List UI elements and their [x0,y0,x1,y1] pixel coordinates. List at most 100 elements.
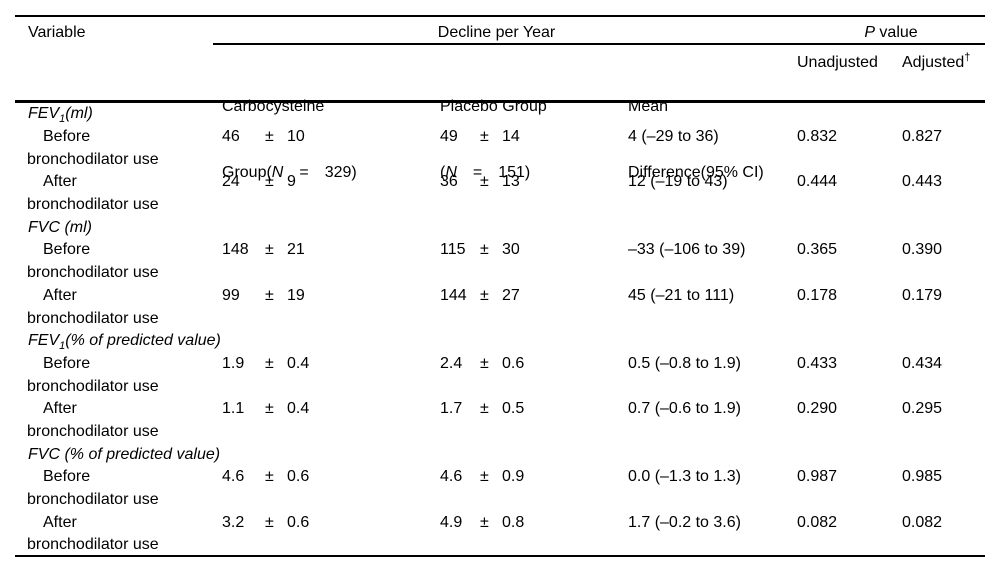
column-header-placebo-group: Placebo Group (N = 151) [440,52,547,228]
row-label-continuation: bronchodilator use [27,491,159,509]
p-adjusted-cell: 0.443 [902,173,943,191]
p-value-italic-p: P [864,24,875,41]
section-title: FVC (ml) [0,219,222,237]
mean-difference-header-line1: Mean [628,98,669,115]
plus-minus-sign: ± [480,241,489,259]
p-adjusted-cell: 0.082 [902,513,943,531]
carbocysteine-cell: 99 ±19 [222,287,440,305]
mean-value: 4.6 [440,468,463,486]
mean-difference-cell: 0.0 (–1.3 to 1.3) [628,468,741,486]
row-label: Before [43,354,91,372]
row-label: After [43,513,77,531]
row-label-continuation: bronchodilator use [27,309,159,327]
sd-value: 0.4 [287,354,310,372]
table-bottom-rule [15,555,985,557]
table-top-rule [15,15,985,17]
sd-value: 0.9 [502,468,525,486]
column-group-header-p-value: P value [797,22,985,44]
table-row: After 99 ±19 144 ±27 45 (–21 to 111) 0.178 0.17… [0,285,1000,308]
sd-value: 0.8 [502,513,525,531]
plus-minus-sign: ± [480,513,489,531]
plus-minus-sign: ± [480,468,489,486]
plus-minus-sign: ± [480,354,489,372]
plus-minus-sign: ± [265,286,274,304]
column-header-adjusted: Adjusted† [902,52,970,74]
plus-minus-sign: ± [265,468,274,486]
mean-difference-cell: 45 (–21 to 111) [628,286,735,304]
sd-value: 30 [502,241,520,259]
p-unadjusted-cell: 0.444 [797,173,838,191]
table-row-continuation: bronchodilator use [0,148,1000,171]
row-label-continuation: bronchodilator use [27,377,159,395]
column-header-variable: Variable [28,24,86,41]
table-row: Before 4.6 ±0.6 4.6 ±0.9 0.0 (–1.3 to 1.3) 0.9… [0,466,1000,489]
table-row: After 24 ±9 36 ±13 12 (–19 to 43) 0.444 0.443 [0,171,1000,194]
p-unadjusted-cell: 0.082 [797,513,838,531]
section-row: FEV1(ml) [0,103,1000,126]
table-row: Before 46 ±10 49 ±14 4 (–29 to 36) 0.832 0.827 [0,126,1000,149]
carbocysteine-cell: 1.9 ±0.4 [222,355,440,373]
mean-value: 1.7 [440,400,463,418]
plus-minus-sign: ± [265,128,274,146]
mean-value: 2.4 [440,354,463,372]
p-adjusted-cell: 0.390 [902,241,943,259]
table-body: FEV1(ml) Before 46 ±10 49 ±14 4 (–29 to 36) 0.8… [0,103,1000,557]
section-title: FEV1(% of predicted value) [0,332,222,352]
column-group-header-decline-per-year: Decline per Year [437,24,556,41]
placebo-cell: 2.4 ±0.6 [440,355,628,373]
mean-value: 1.1 [222,400,245,418]
placebo-n-symbol: N [445,164,457,181]
placebo-n-post: = 151) [456,164,531,181]
plus-minus-sign: ± [480,400,489,418]
row-label: After [43,173,77,191]
carbocysteine-cell: 46 ±10 [222,128,440,146]
placebo-cell: 115 ±30 [440,241,628,259]
carbo-n-post: = 329) [283,164,357,181]
column-header-mean-difference: Mean Difference(95% CI) [628,52,764,228]
mean-value: 24 [222,173,240,191]
plus-minus-sign: ± [480,128,489,146]
sd-value: 10 [287,128,305,146]
subscript: 1 [59,113,66,126]
p-value-label-rest: value [874,24,918,41]
header-separator-rule [15,100,985,103]
p-unadjusted-cell: 0.832 [797,128,838,146]
mean-value: 144 [440,286,467,304]
carbocysteine-header-line1: Carbocysteine [222,98,325,115]
mean-value: 4.9 [440,513,463,531]
plus-minus-sign: ± [480,286,489,304]
section-row: FEV1(% of predicted value) [0,330,1000,353]
mean-difference-cell: 1.7 (–0.2 to 3.6) [628,513,741,531]
section-title-text: FVC (ml) [28,218,92,236]
row-label-continuation: bronchodilator use [27,150,159,168]
mean-value: 3.2 [222,513,245,531]
mean-difference-cell: 4 (–29 to 36) [628,128,719,146]
mean-value: 1.9 [222,354,245,372]
plus-minus-sign: ± [480,173,489,191]
column-header-unadjusted: Unadjusted [797,54,878,71]
section-row: FVC (ml) [0,216,1000,239]
mean-value: 4.6 [222,468,245,486]
section-row: FVC (% of predicted value) [0,443,1000,466]
column-header-carbocysteine-group: Carbocysteine Group(N = 329) [222,52,357,228]
row-label-continuation: bronchodilator use [27,264,159,282]
table-row-continuation: bronchodilator use [0,194,1000,217]
section-title-text: FEV1(ml) [28,105,93,126]
p-adjusted-cell: 0.179 [902,286,943,304]
section-title-text: FVC (% of predicted value) [28,445,221,463]
row-label-continuation: bronchodilator use [27,536,159,554]
mean-value: 49 [440,128,458,146]
table-row-continuation: bronchodilator use [0,307,1000,330]
plus-minus-sign: ± [265,354,274,372]
plus-minus-sign: ± [265,513,274,531]
p-adjusted-cell: 0.295 [902,400,943,418]
sd-value: 0.6 [287,513,310,531]
placebo-cell: 144 ±27 [440,287,628,305]
mean-difference-cell: 0.7 (–0.6 to 1.9) [628,400,741,418]
row-label: After [43,286,77,304]
sd-value: 0.6 [502,354,525,372]
sd-value: 0.4 [287,400,310,418]
placebo-cell: 1.7 ±0.5 [440,400,628,418]
spanner-header-rule [213,43,985,45]
placebo-cell: 4.6 ±0.9 [440,468,628,486]
